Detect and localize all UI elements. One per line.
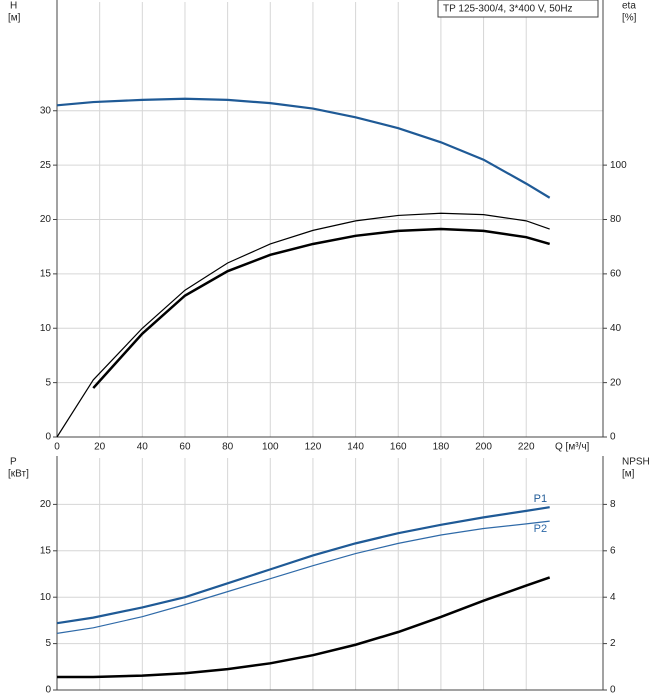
y2-tick-label: 80 <box>610 214 622 225</box>
x-tick-label: 60 <box>179 442 191 453</box>
y2-tick-label: 20 <box>610 377 622 388</box>
x-axis-label: Q [м³/ч] <box>555 442 590 453</box>
y2-axis-unit: [%] <box>622 13 637 24</box>
y2-tick-label: 2 <box>610 638 616 649</box>
y2-tick-label: 0 <box>610 685 616 696</box>
y2-tick-label: 6 <box>610 545 616 556</box>
y2-tick-label: 8 <box>610 499 616 510</box>
y-tick-label: 0 <box>45 685 51 696</box>
curve <box>56 520 550 634</box>
y-axis-unit: [кВт] <box>8 469 29 480</box>
y-tick-label: 30 <box>40 105 52 116</box>
curve <box>56 212 550 438</box>
y2-tick-label: 100 <box>610 160 627 171</box>
y-tick-label: 0 <box>45 432 51 443</box>
y-axis-label: P <box>10 457 17 468</box>
y2-tick-label: 40 <box>610 323 622 334</box>
y-tick-label: 20 <box>40 214 52 225</box>
x-tick-label: 180 <box>433 442 450 453</box>
curve <box>92 227 551 389</box>
y-tick-label: 10 <box>40 323 52 334</box>
curve <box>56 506 550 625</box>
curve <box>57 576 551 679</box>
curve <box>56 97 551 199</box>
x-tick-label: 40 <box>137 442 149 453</box>
y-axis-label: H <box>10 1 17 12</box>
y-tick-label: 15 <box>40 545 52 556</box>
x-tick-label: 220 <box>518 442 535 453</box>
y2-axis-unit: [м] <box>622 469 635 480</box>
y-tick-label: 15 <box>40 269 52 280</box>
x-tick-label: 200 <box>475 442 492 453</box>
y2-axis-label: eta <box>622 1 636 12</box>
y-tick-label: 5 <box>45 638 51 649</box>
x-tick-label: 0 <box>54 442 60 453</box>
y2-tick-label: 60 <box>610 269 622 280</box>
title-box <box>437 0 599 18</box>
x-tick-label: 20 <box>94 442 106 453</box>
x-tick-label: 120 <box>305 442 322 453</box>
y-axis-unit: [м] <box>8 13 21 24</box>
y-tick-label: 20 <box>40 499 52 510</box>
y-tick-label: 25 <box>40 160 52 171</box>
y2-axis-label: NPSH <box>622 457 650 468</box>
y2-tick-label: 4 <box>610 592 616 603</box>
curve-label: P1 <box>534 493 547 505</box>
curve-label: P2 <box>534 523 547 535</box>
y-tick-label: 5 <box>45 377 51 388</box>
x-tick-label: 160 <box>390 442 407 453</box>
y2-tick-label: 0 <box>610 432 616 443</box>
x-tick-label: 80 <box>222 442 234 453</box>
x-tick-label: 100 <box>262 442 279 453</box>
x-tick-label: 140 <box>347 442 364 453</box>
y-tick-label: 10 <box>40 592 52 603</box>
chart-title: TP 125-300/4, 3*400 V, 50Hz <box>443 4 573 15</box>
